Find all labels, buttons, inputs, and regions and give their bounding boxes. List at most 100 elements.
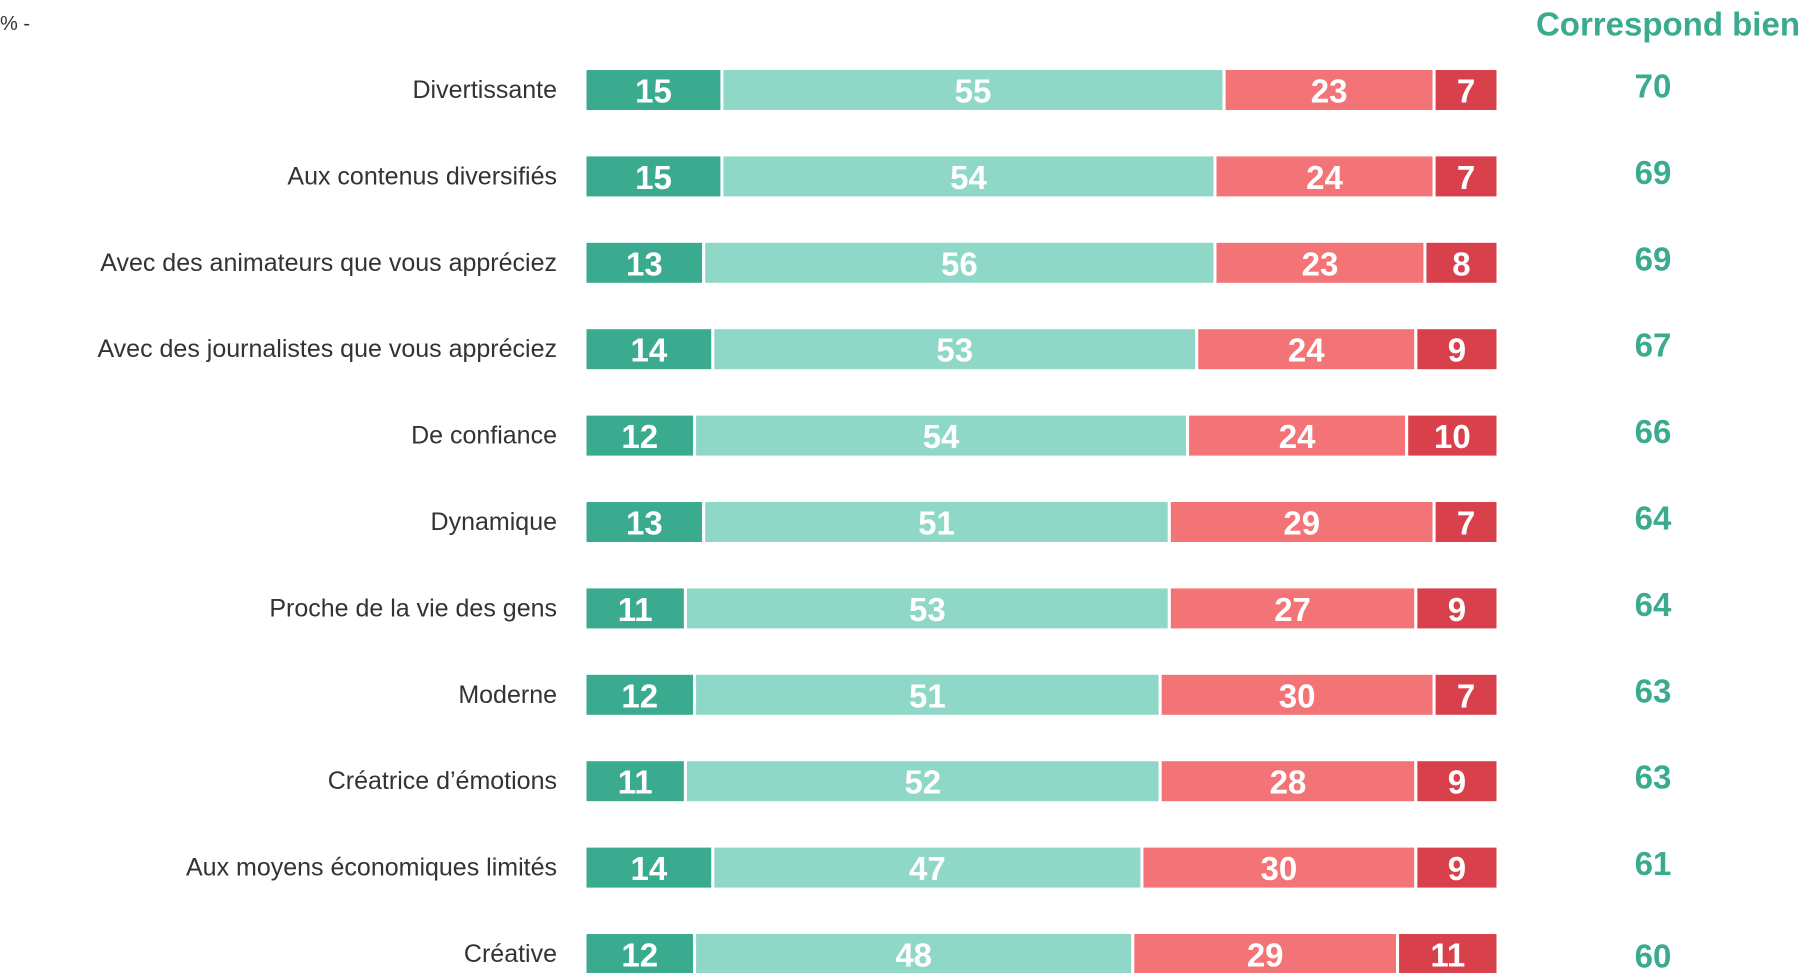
value-label: 29 — [1283, 505, 1320, 542]
value-label: 23 — [1311, 73, 1348, 110]
value-label: 54 — [923, 418, 960, 455]
bar-segment — [1432, 67, 1500, 113]
summary-value: 61 — [1635, 845, 1672, 882]
value-label: 24 — [1306, 159, 1343, 196]
summary-value: 63 — [1635, 759, 1672, 796]
bar-segment — [720, 153, 1217, 200]
bar-segment — [1414, 326, 1500, 373]
value-label: 51 — [909, 677, 946, 714]
bar-segment — [1213, 153, 1436, 200]
value-label: 7 — [1457, 159, 1475, 196]
bar-segment — [583, 844, 715, 891]
category-label: Avec des animateurs que vous appréciez — [100, 249, 557, 277]
bar-segment — [702, 239, 1217, 286]
value-label: 9 — [1448, 850, 1466, 887]
value-label: 24 — [1288, 332, 1325, 369]
value-label: 9 — [1448, 764, 1466, 801]
summary-value: 69 — [1635, 154, 1672, 191]
category-label: Créatrice d’émotions — [328, 767, 557, 795]
bar-segment — [583, 671, 697, 718]
category-label: De confiance — [411, 422, 557, 450]
value-label: 28 — [1270, 764, 1307, 801]
value-label: 14 — [631, 332, 668, 369]
bar-segment — [583, 585, 687, 632]
category-label: Divertissante — [413, 76, 558, 104]
value-label: 8 — [1452, 245, 1470, 282]
value-label: 9 — [1448, 332, 1466, 369]
summary-title: Correspond bien — [1536, 6, 1800, 43]
bar-segment — [1222, 67, 1436, 113]
bar-segment — [1414, 844, 1500, 891]
bar-segment — [711, 844, 1144, 891]
bar-segment — [1432, 499, 1500, 545]
value-label: 30 — [1279, 677, 1316, 714]
bar-segment — [1167, 585, 1418, 632]
value-label: 12 — [621, 677, 658, 714]
bar-segment — [1186, 412, 1409, 459]
bar-segment — [583, 239, 706, 286]
bar-segment — [1158, 758, 1418, 805]
value-label: 24 — [1279, 418, 1316, 455]
bar-segment — [1432, 153, 1500, 200]
value-label: 55 — [955, 73, 992, 110]
value-label: 29 — [1247, 937, 1284, 974]
category-label: Proche de la vie des gens — [269, 594, 557, 622]
value-label: 47 — [909, 850, 946, 887]
bar-segment — [583, 412, 697, 459]
value-label: 7 — [1457, 505, 1475, 542]
bar-segment — [1405, 412, 1500, 459]
category-label: Dynamique — [431, 508, 557, 536]
value-label: 9 — [1448, 591, 1466, 628]
value-label: 10 — [1434, 418, 1471, 455]
bar-segment — [583, 326, 715, 373]
bar-segment — [1167, 499, 1436, 545]
bar-segment — [583, 499, 706, 545]
bar-segment — [720, 67, 1226, 113]
value-label: 53 — [936, 332, 973, 369]
value-label: 27 — [1274, 591, 1311, 628]
value-label: 54 — [950, 159, 987, 196]
value-label: 52 — [904, 764, 941, 801]
category-label: Aux contenus diversifiés — [287, 162, 557, 190]
summary-value: 64 — [1635, 586, 1672, 623]
value-label: 15 — [635, 73, 672, 110]
value-label: 56 — [941, 245, 978, 282]
category-label: Avec des journalistes que vous appréciez — [97, 335, 557, 363]
note: % - — [0, 13, 30, 35]
value-label: 11 — [618, 764, 653, 801]
value-label: 23 — [1302, 245, 1339, 282]
value-label: 12 — [621, 418, 658, 455]
summary-value: 70 — [1635, 68, 1672, 105]
bar-segment — [1414, 758, 1500, 805]
value-label: 13 — [626, 505, 663, 542]
bar-segment — [583, 67, 724, 113]
value-label: 7 — [1457, 677, 1475, 714]
category-label: Moderne — [458, 681, 557, 709]
summary-value: 64 — [1635, 500, 1672, 537]
bar-segment — [1423, 239, 1500, 286]
summary-value: 66 — [1635, 413, 1672, 450]
summary-value: 63 — [1635, 672, 1672, 709]
summary-value: 69 — [1635, 240, 1672, 277]
value-label: 48 — [895, 937, 932, 974]
bar-segment — [583, 153, 724, 200]
category-label: Créative — [464, 940, 557, 968]
bar-segment — [693, 931, 1135, 977]
value-label: 11 — [618, 591, 653, 628]
category-label: Aux moyens économiques limités — [186, 854, 557, 882]
bar-segment — [1432, 671, 1500, 718]
value-label: 53 — [909, 591, 946, 628]
value-label: 15 — [635, 159, 672, 196]
summary-value: 60 — [1635, 938, 1672, 974]
value-label: 30 — [1261, 850, 1298, 887]
value-label: 14 — [631, 850, 668, 887]
bar-segment — [683, 758, 1162, 805]
value-label: 12 — [621, 937, 658, 974]
bar-segment — [1414, 585, 1500, 632]
value-label: 11 — [1430, 937, 1465, 974]
bar-segment — [711, 326, 1199, 373]
value-label: 13 — [626, 245, 663, 282]
value-label: 51 — [918, 505, 955, 542]
